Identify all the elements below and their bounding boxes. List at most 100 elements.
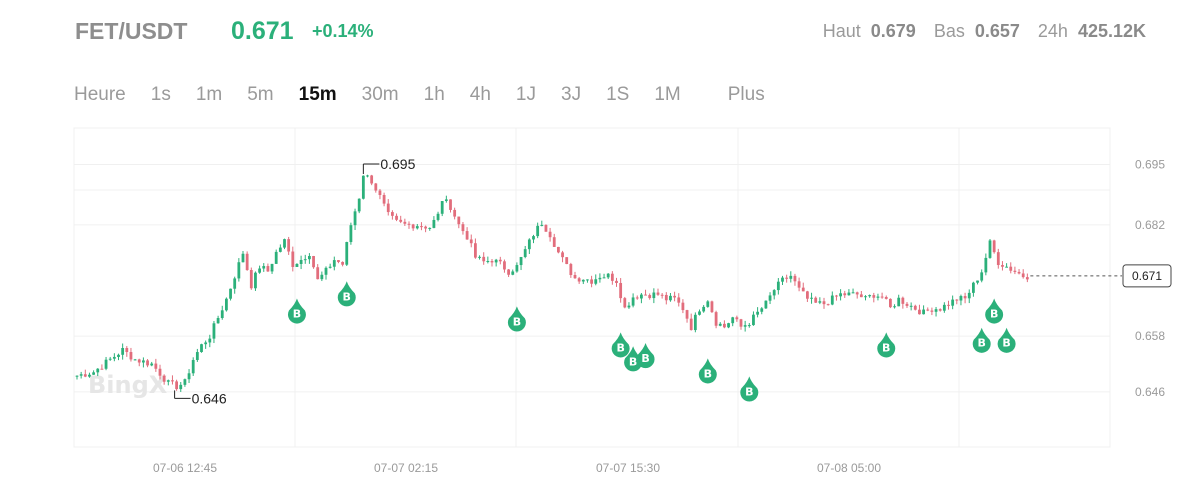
candle-body: [299, 259, 303, 264]
current-price-tag: [1122, 264, 1172, 288]
tab-5m[interactable]: 5m: [247, 84, 274, 105]
tab-4h[interactable]: 4h: [469, 84, 491, 105]
tab-1s-week[interactable]: 1S: [606, 84, 630, 105]
candle-body: [644, 294, 647, 296]
candle-body: [270, 263, 274, 272]
buy-marker-icon[interactable]: B: [636, 343, 655, 369]
candle: [747, 323, 751, 328]
candle-body: [498, 259, 502, 262]
candle: [312, 255, 315, 269]
candle-body: [602, 277, 606, 279]
plot-border: [73, 127, 1111, 448]
candle-body: [287, 239, 291, 252]
candle-body: [942, 304, 946, 311]
candle: [262, 263, 266, 272]
candle-body: [565, 257, 569, 265]
more-intervals-button[interactable]: Plus: [727, 84, 765, 105]
candle: [785, 274, 789, 283]
candle: [652, 288, 656, 304]
candle: [200, 343, 203, 353]
candle-body: [436, 213, 440, 220]
candle: [598, 273, 602, 283]
candle-body: [752, 314, 755, 326]
buy-marker-icon[interactable]: B: [611, 332, 630, 358]
tab-1m-month[interactable]: 1M: [654, 84, 681, 105]
tab-1h[interactable]: 1h: [423, 84, 445, 105]
candle-body: [158, 368, 162, 376]
buy-marker-icon[interactable]: B: [698, 358, 717, 384]
buy-marker-icon[interactable]: B: [287, 298, 306, 324]
candle-body: [220, 310, 224, 319]
candle-body: [411, 224, 415, 229]
candle: [415, 223, 419, 230]
buy-marker-icon[interactable]: B: [740, 376, 759, 402]
y-tick-label: 0.658: [1135, 329, 1165, 343]
pair-name[interactable]: FET/USDT: [75, 18, 188, 44]
candle-body: [806, 291, 809, 299]
buy-marker-icon[interactable]: B: [337, 281, 356, 307]
candle-body: [229, 288, 232, 299]
candle-body: [884, 296, 888, 299]
candle-body: [826, 304, 830, 306]
candle-body: [142, 360, 145, 363]
candle: [876, 293, 880, 301]
buy-marker-icon[interactable]: B: [972, 327, 991, 353]
candle-body: [100, 368, 104, 370]
candle: [137, 358, 141, 367]
candle: [772, 289, 776, 300]
tab-3j[interactable]: 3J: [561, 84, 582, 105]
buy-marker-icon[interactable]: B: [985, 298, 1004, 324]
candle: [411, 223, 415, 231]
candle: [610, 271, 614, 285]
tab-1s[interactable]: 1s: [150, 84, 171, 105]
candle: [913, 304, 917, 311]
candle: [702, 305, 706, 313]
candle-body: [934, 309, 938, 312]
candle-body: [395, 215, 398, 220]
y-tick-label: 0.695: [1135, 158, 1165, 172]
buy-marker-icon[interactable]: B: [877, 332, 896, 358]
candle: [158, 364, 162, 380]
tab-30m[interactable]: 30m: [361, 84, 399, 105]
candle-body: [104, 359, 108, 369]
candle-body: [208, 338, 212, 343]
candle-body: [980, 272, 984, 281]
high-value: 0.679: [870, 21, 916, 41]
candle: [490, 259, 494, 267]
candle: [1013, 266, 1017, 275]
candle-body: [723, 323, 726, 328]
buy-marker-icon[interactable]: B: [624, 346, 643, 372]
ticker-header: FET/USDT 0.671 +0.14% Haut 0.679 Bas 0.6…: [0, 0, 1200, 64]
candle: [693, 312, 697, 333]
candle-body: [577, 278, 581, 282]
candle: [789, 271, 793, 283]
candle-body: [573, 275, 577, 279]
candle-body: [507, 269, 510, 275]
price-change: +0.14%: [312, 21, 374, 41]
tab-15m[interactable]: 15m: [298, 84, 337, 105]
chart-grid: [73, 127, 1111, 448]
candle: [428, 227, 432, 231]
candle-body: [1009, 266, 1013, 271]
tab-1m[interactable]: 1m: [195, 84, 223, 105]
candle: [627, 302, 631, 309]
buy-marker-icon[interactable]: B: [507, 306, 526, 332]
candle-body: [274, 251, 278, 264]
candle-body: [710, 301, 714, 313]
buy-marker-shape: [636, 343, 655, 369]
candle: [274, 249, 278, 264]
candle-body: [901, 297, 905, 304]
candle-body: [698, 311, 701, 315]
candle: [345, 241, 349, 267]
tab-heure[interactable]: Heure: [74, 84, 126, 105]
candle-body: [598, 277, 602, 280]
candle-body: [266, 266, 270, 272]
candle: [586, 279, 589, 283]
candle-body: [1021, 273, 1025, 278]
candle: [374, 182, 378, 193]
buy-marker-icon[interactable]: B: [997, 327, 1016, 353]
tab-1j[interactable]: 1J: [515, 84, 536, 105]
candle-body: [847, 292, 851, 296]
candle-body: [963, 296, 967, 299]
